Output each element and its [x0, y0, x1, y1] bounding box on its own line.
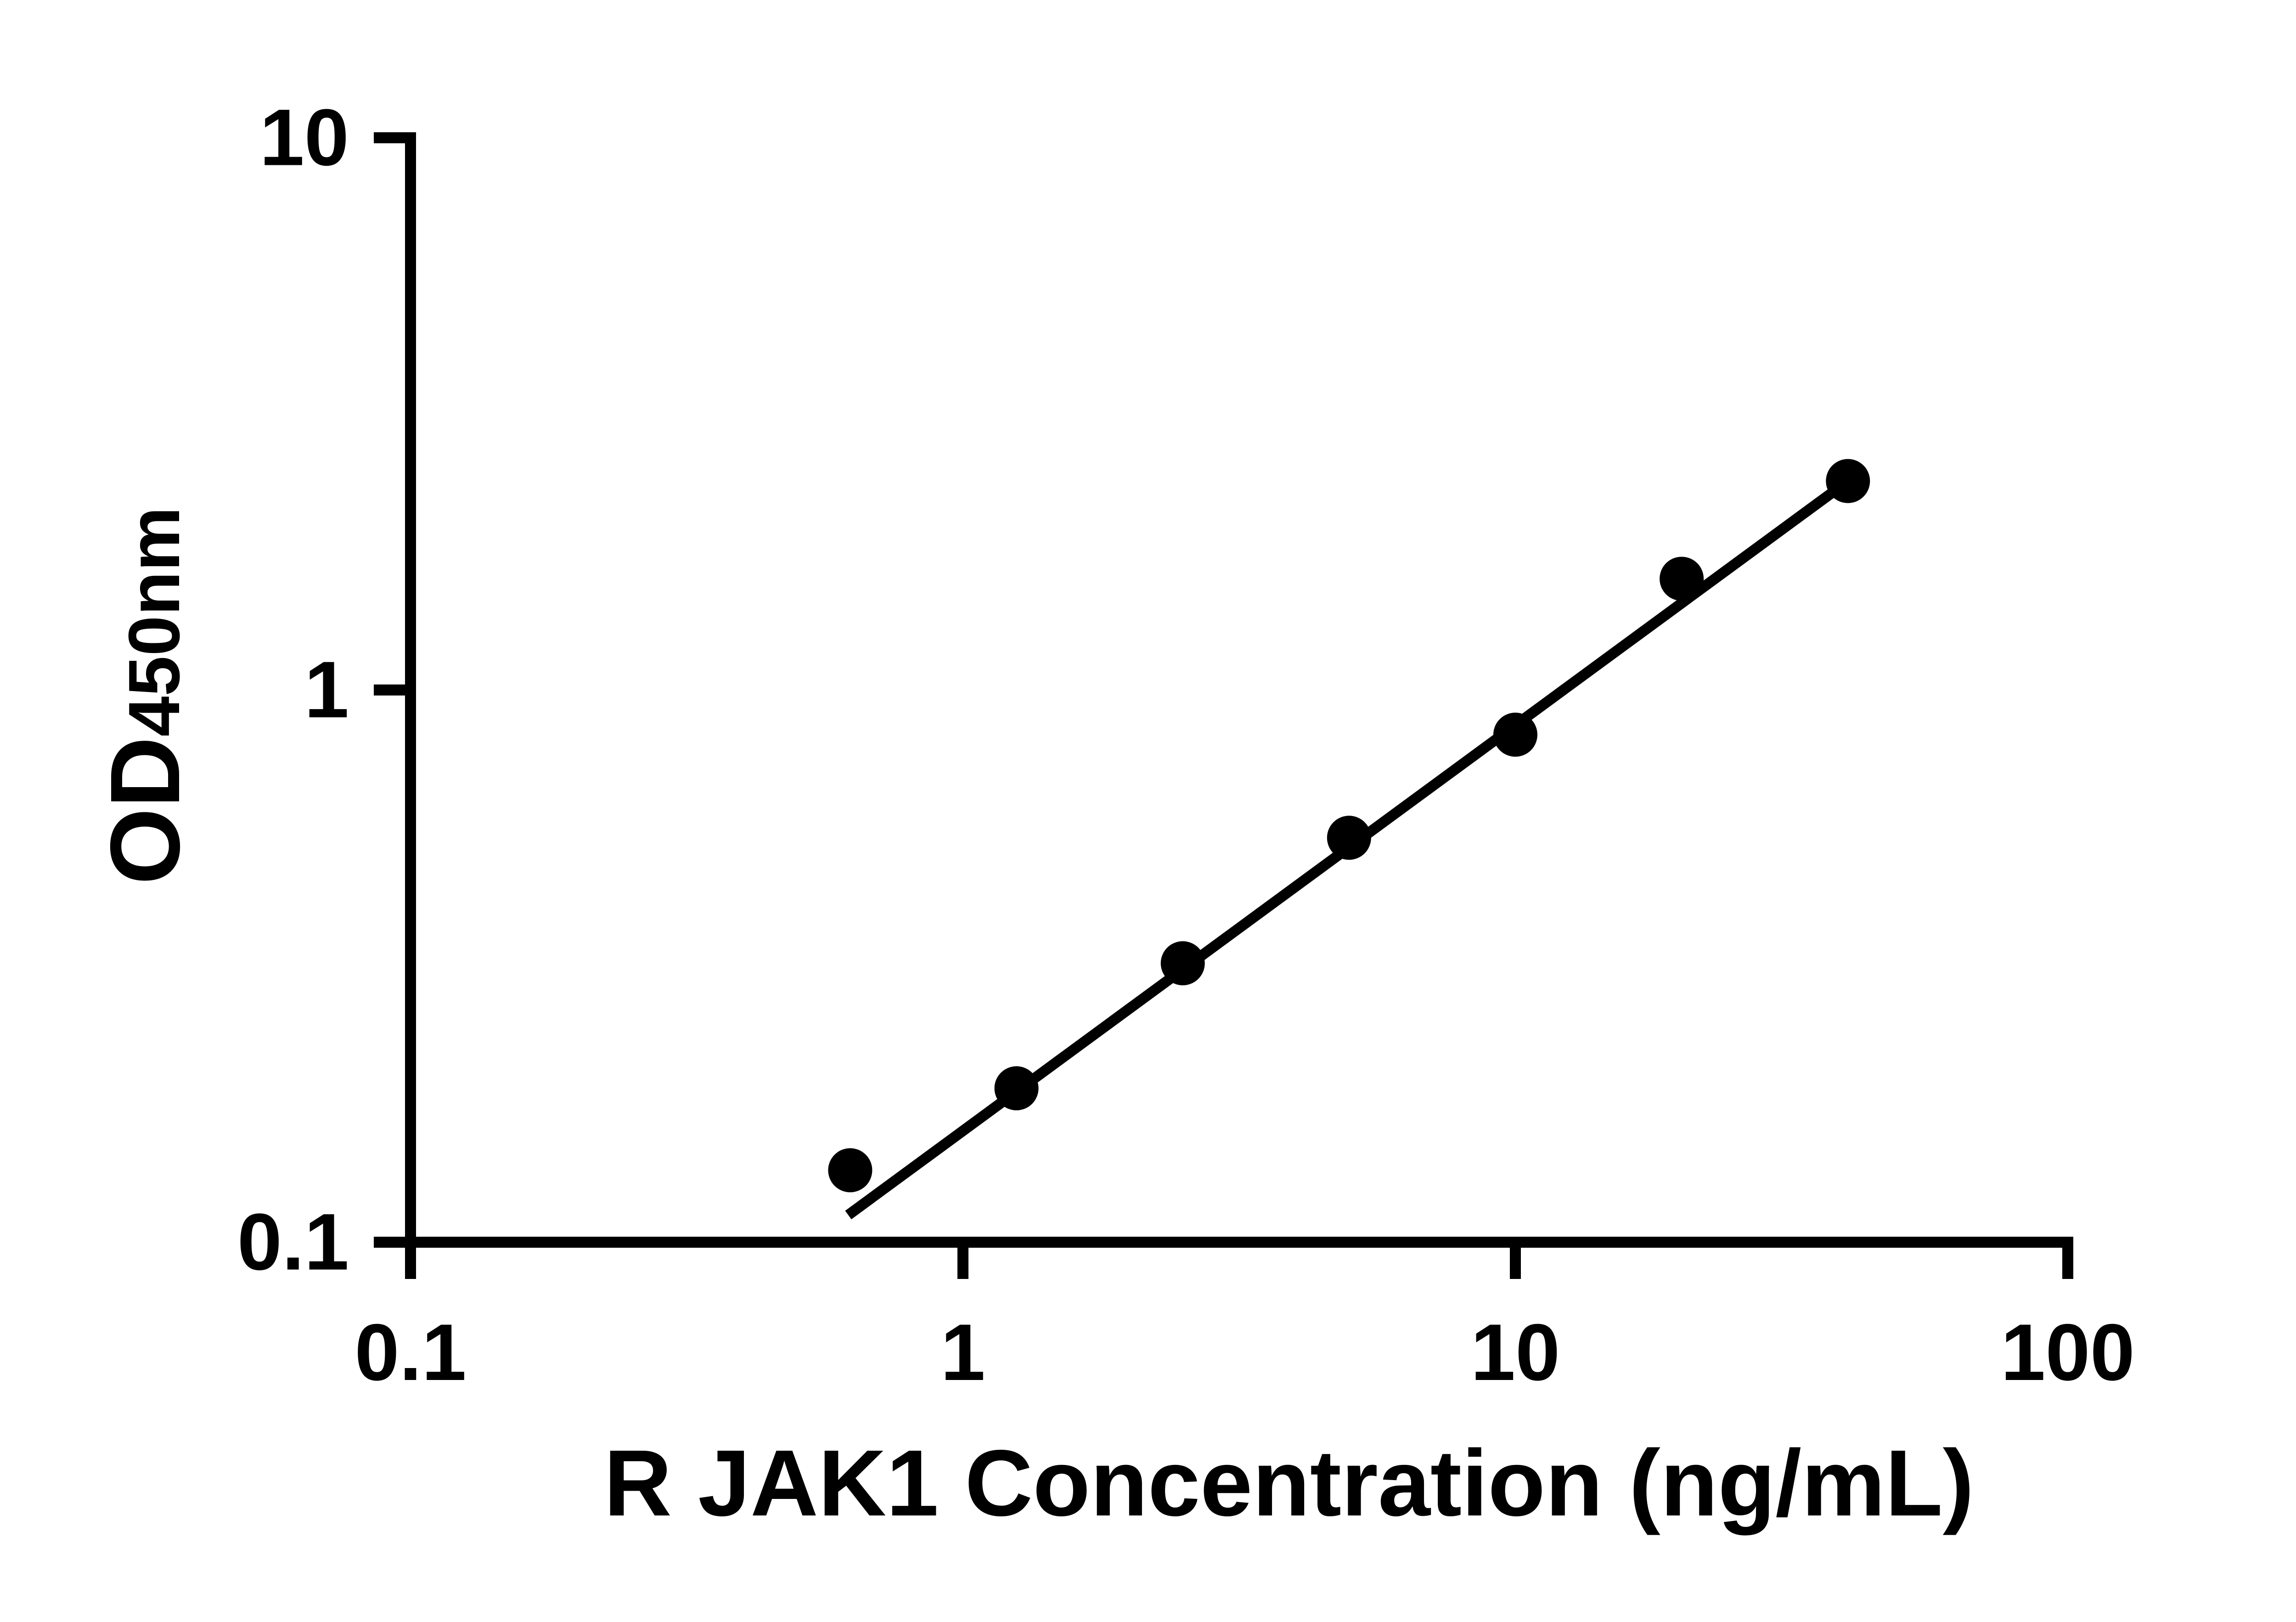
data-point: [994, 1066, 1039, 1110]
data-point: [1160, 941, 1205, 986]
x-axis-title: R JAK1 Concentration (ng/mL): [604, 1431, 1974, 1536]
y-tick-label: 1: [304, 645, 349, 735]
y-axis-title-main: OD: [90, 737, 200, 885]
data-point: [828, 1148, 872, 1193]
y-tick-label: 0.1: [237, 1198, 349, 1287]
data-point: [1660, 557, 1704, 601]
y-axis-title: OD450nm: [90, 507, 200, 884]
x-tick-label: 10: [1471, 1308, 1560, 1397]
data-point: [1826, 459, 1870, 503]
axes: [405, 132, 2073, 1248]
data-series: [828, 459, 1870, 1220]
x-tick-label: 100: [2001, 1308, 2135, 1397]
data-point: [1327, 816, 1371, 860]
x-tick-label: 1: [940, 1308, 985, 1397]
tick-labels: 0.1 1 10 0.1 1 10 100: [237, 93, 2135, 1398]
data-point: [1493, 712, 1537, 757]
y-axis-title-subscript: 450nm: [114, 507, 195, 737]
x-tick-label: 0.1: [355, 1308, 466, 1397]
y-tick-label: 10: [259, 93, 349, 183]
tick-marks: [374, 132, 2073, 1279]
